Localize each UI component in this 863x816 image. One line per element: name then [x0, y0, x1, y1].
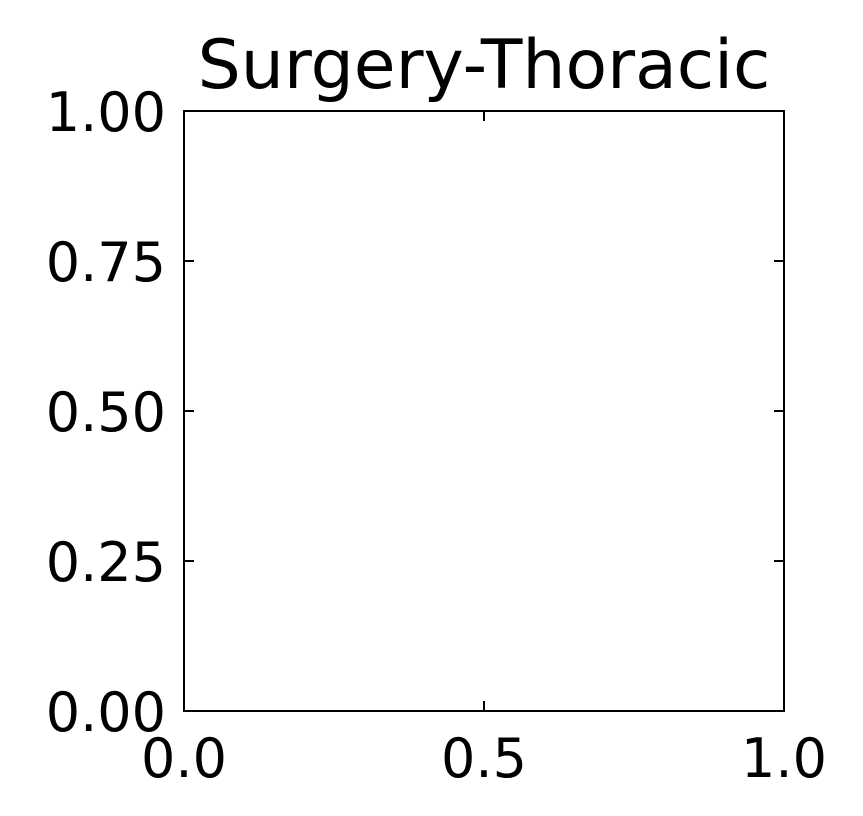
y-tick-label: 0.25: [46, 531, 166, 594]
x-tick-label: 0.5: [441, 727, 527, 790]
y-tick-label: 0.50: [46, 381, 166, 444]
y-tick-label: 0.75: [46, 231, 166, 294]
axes-frame: [183, 110, 785, 712]
y-tick-label: 0.00: [46, 681, 166, 744]
chart-title: Surgery-Thoracic: [198, 26, 771, 105]
y-tick-label: 1.00: [46, 81, 166, 144]
x-tick-label: 1.0: [741, 727, 827, 790]
x-tick-label: 0.0: [141, 727, 227, 790]
x-axis: 0.0 0.5 1.0: [141, 111, 827, 790]
plot-area: [183, 110, 785, 712]
y-axis: 0.00 0.25 0.50 0.75 1.00: [46, 81, 784, 744]
